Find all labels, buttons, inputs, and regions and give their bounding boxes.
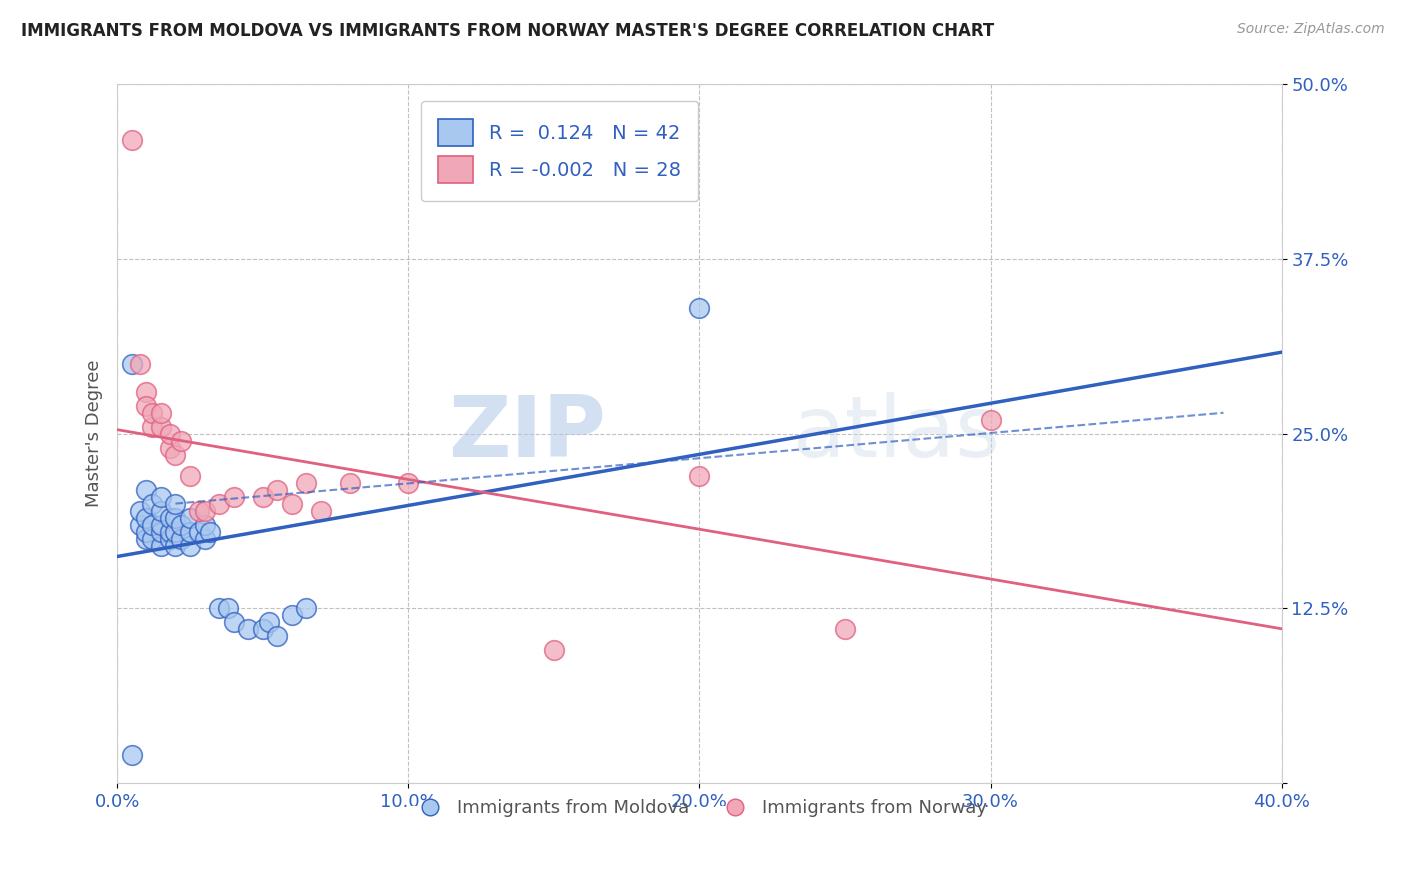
Point [193,532,215,546]
Point [165,510,187,524]
Point [252,623,274,637]
Point [980,413,1002,427]
Point [159,426,181,441]
Point [339,475,361,490]
Point [266,483,288,497]
Point [257,615,280,630]
Text: atlas: atlas [793,392,1001,475]
Point [121,133,143,147]
Point [149,539,172,553]
Point [141,532,163,546]
Point [396,475,419,490]
Point [149,524,172,539]
Point [281,608,304,623]
Point [149,406,172,420]
Point [135,524,157,539]
Point [165,539,187,553]
Point [149,490,172,504]
Point [141,406,163,420]
Point [252,490,274,504]
Point [149,419,172,434]
Point [141,517,163,532]
Point [688,468,710,483]
Point [179,468,201,483]
Point [129,357,152,371]
Point [149,517,172,532]
Text: IMMIGRANTS FROM MOLDOVA VS IMMIGRANTS FROM NORWAY MASTER'S DEGREE CORRELATION CH: IMMIGRANTS FROM MOLDOVA VS IMMIGRANTS FR… [21,22,994,40]
Point [179,510,201,524]
Point [135,483,157,497]
Point [217,601,239,615]
Point [159,510,181,524]
Point [179,524,201,539]
Point [165,524,187,539]
Point [688,301,710,315]
Point [170,517,193,532]
Y-axis label: Master's Degree: Master's Degree [86,360,103,508]
Point [295,475,318,490]
Point [129,503,152,517]
Point [834,623,856,637]
Point [121,748,143,763]
Text: Source: ZipAtlas.com: Source: ZipAtlas.com [1237,22,1385,37]
Point [135,510,157,524]
Point [193,503,215,517]
Point [208,497,231,511]
Point [187,503,209,517]
Point [266,629,288,643]
Point [135,399,157,413]
Point [179,539,201,553]
Point [159,441,181,455]
Point [208,601,231,615]
Point [309,503,332,517]
Point [193,517,215,532]
Point [141,497,163,511]
Point [222,490,245,504]
Point [129,517,152,532]
Legend: Immigrants from Moldova, Immigrants from Norway: Immigrants from Moldova, Immigrants from… [405,792,994,824]
Text: ZIP: ZIP [449,392,606,475]
Point [159,524,181,539]
Point [149,503,172,517]
Point [238,623,260,637]
Point [281,497,304,511]
Point [141,419,163,434]
Point [543,643,565,657]
Point [165,448,187,462]
Point [170,532,193,546]
Point [222,615,245,630]
Point [165,497,187,511]
Point [200,524,222,539]
Point [135,384,157,399]
Point [170,434,193,448]
Point [187,524,209,539]
Point [159,532,181,546]
Point [135,532,157,546]
Point [295,601,318,615]
Point [121,357,143,371]
